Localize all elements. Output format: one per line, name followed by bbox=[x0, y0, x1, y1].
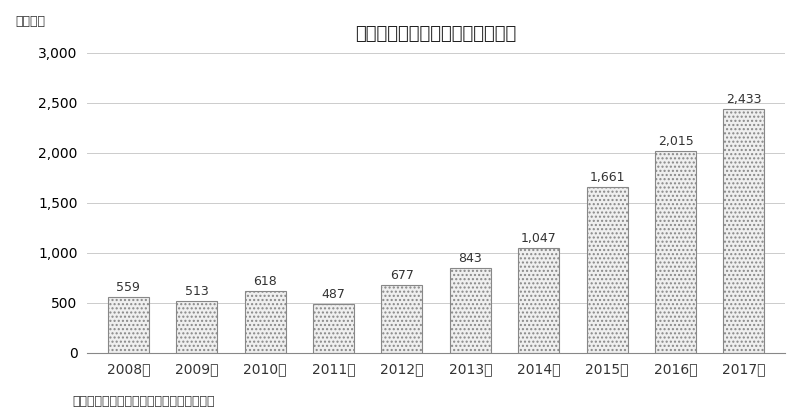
Text: 1,661: 1,661 bbox=[590, 171, 625, 184]
Text: 487: 487 bbox=[322, 288, 346, 301]
Bar bbox=[655, 151, 696, 353]
Bar bbox=[313, 304, 354, 353]
Bar bbox=[586, 187, 628, 353]
Title: 外国人観光客数の推移（広峳県）: 外国人観光客数の推移（広峳県） bbox=[355, 25, 517, 43]
Text: 513: 513 bbox=[185, 286, 209, 298]
Text: 618: 618 bbox=[254, 275, 277, 288]
Bar bbox=[450, 268, 491, 353]
Bar bbox=[382, 285, 422, 353]
Bar bbox=[108, 297, 149, 353]
Bar bbox=[723, 110, 765, 353]
Text: （出典）広峳県観光客数の動向（広峳県）: （出典）広峳県観光客数の動向（広峳県） bbox=[72, 395, 214, 408]
Text: 843: 843 bbox=[458, 253, 482, 265]
Text: 677: 677 bbox=[390, 269, 414, 282]
Text: （千人）: （千人） bbox=[15, 15, 45, 28]
Text: 1,047: 1,047 bbox=[521, 232, 557, 245]
Text: 559: 559 bbox=[116, 281, 140, 294]
Text: 2,015: 2,015 bbox=[658, 135, 694, 148]
Text: 2,433: 2,433 bbox=[726, 94, 762, 106]
Bar bbox=[518, 248, 559, 353]
Bar bbox=[245, 291, 286, 353]
Bar bbox=[176, 302, 218, 353]
